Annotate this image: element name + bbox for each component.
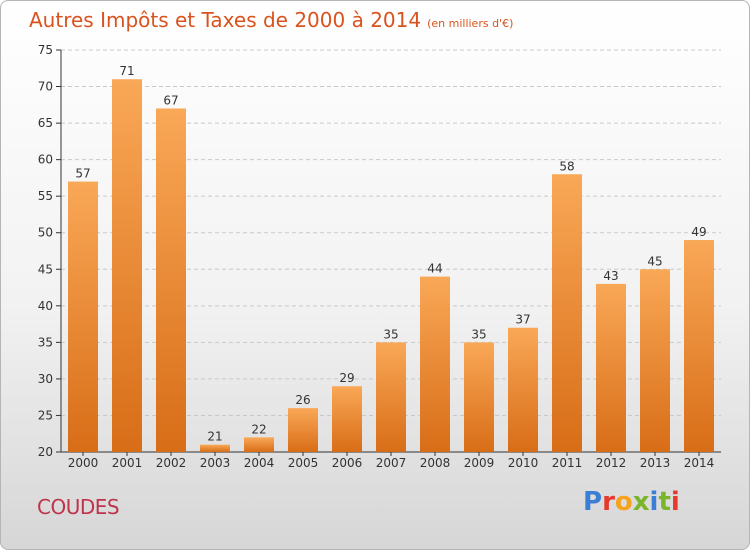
x-tick-label: 2008 <box>420 456 451 470</box>
data-label: 22 <box>251 422 266 436</box>
data-label: 35 <box>471 327 486 341</box>
y-tick-label: 70 <box>38 80 53 94</box>
x-tick-label: 2014 <box>684 456 715 470</box>
y-tick-label: 35 <box>38 335 53 349</box>
x-tick-label: 2004 <box>244 456 275 470</box>
bar-2010 <box>508 327 538 452</box>
bar-2002 <box>156 108 186 453</box>
brand-letter: t <box>658 487 671 517</box>
bar-2007 <box>376 342 406 452</box>
chart-title: Autres Impôts et Taxes de 2000 à 2014 (en… <box>29 8 513 32</box>
x-tick-label: 2007 <box>376 456 407 470</box>
chart-subtitle: (en milliers d'€) <box>427 17 514 30</box>
y-tick-label: 65 <box>38 116 53 130</box>
x-tick-label: 2013 <box>640 456 671 470</box>
data-label: 35 <box>383 327 398 341</box>
x-tick-label: 2003 <box>200 456 231 470</box>
x-tick-label: 2005 <box>288 456 319 470</box>
brand-letter: o <box>614 487 633 517</box>
y-tick-label: 20 <box>38 445 53 459</box>
data-labels: 57 71 67 21 22 26 29 35 44 35 37 58 43 45 49 <box>75 64 706 443</box>
commune-name: COUDES <box>37 495 120 519</box>
brand-letter: i <box>670 487 680 517</box>
bar-2006 <box>332 386 362 452</box>
y-tick-label: 50 <box>38 226 53 240</box>
x-tick-label: 2011 <box>552 456 583 470</box>
bar-2004 <box>244 437 274 452</box>
brand-letter: x <box>632 487 650 517</box>
bar-2009 <box>464 342 494 452</box>
bar-2001 <box>112 79 142 453</box>
data-label: 58 <box>559 159 574 173</box>
y-tick-label: 40 <box>38 299 53 313</box>
data-label: 67 <box>163 93 178 107</box>
data-label: 71 <box>119 64 134 78</box>
x-tick-label: 2006 <box>332 456 363 470</box>
data-label: 49 <box>691 225 706 239</box>
x-tick-label: 2002 <box>156 456 187 470</box>
y-tick-label: 60 <box>38 153 53 167</box>
bar-2014 <box>684 240 714 452</box>
bars <box>68 79 714 453</box>
data-label: 21 <box>207 430 222 444</box>
data-label: 45 <box>647 254 662 268</box>
bar-2013 <box>640 269 670 452</box>
y-tick-label: 55 <box>38 189 53 203</box>
y-tick-label: 30 <box>38 372 53 386</box>
brand-letter: P <box>583 487 603 517</box>
brand-letter: i <box>649 487 659 517</box>
x-tick-label: 2012 <box>596 456 627 470</box>
data-label: 29 <box>339 371 354 385</box>
x-tick-label: 2010 <box>508 456 539 470</box>
y-tick-label: 75 <box>38 43 53 57</box>
chart-title-main: Autres Impôts et Taxes de 2000 à 2014 <box>29 8 422 32</box>
bar-2012 <box>596 283 626 452</box>
axes: 20 25 30 35 40 45 50 55 60 65 70 75 2000 2001 2002 2003… <box>38 43 721 470</box>
data-label: 43 <box>603 269 618 283</box>
bar-2003 <box>200 444 230 452</box>
bar-2000 <box>68 181 98 452</box>
x-tick-label: 2001 <box>112 456 143 470</box>
bar-2008 <box>420 276 450 452</box>
y-tick-label: 25 <box>38 408 53 422</box>
data-label: 44 <box>427 262 442 276</box>
data-label: 26 <box>295 393 310 407</box>
data-label: 37 <box>515 313 530 327</box>
bar-2011 <box>552 174 582 452</box>
data-label: 57 <box>75 167 90 181</box>
bar-2005 <box>288 408 318 452</box>
brand-letter: r <box>602 487 615 517</box>
brand-logo: Proxiti <box>583 487 680 517</box>
y-tick-label: 45 <box>38 262 53 276</box>
x-tick-label: 2009 <box>464 456 495 470</box>
x-tick-label: 2000 <box>68 456 99 470</box>
